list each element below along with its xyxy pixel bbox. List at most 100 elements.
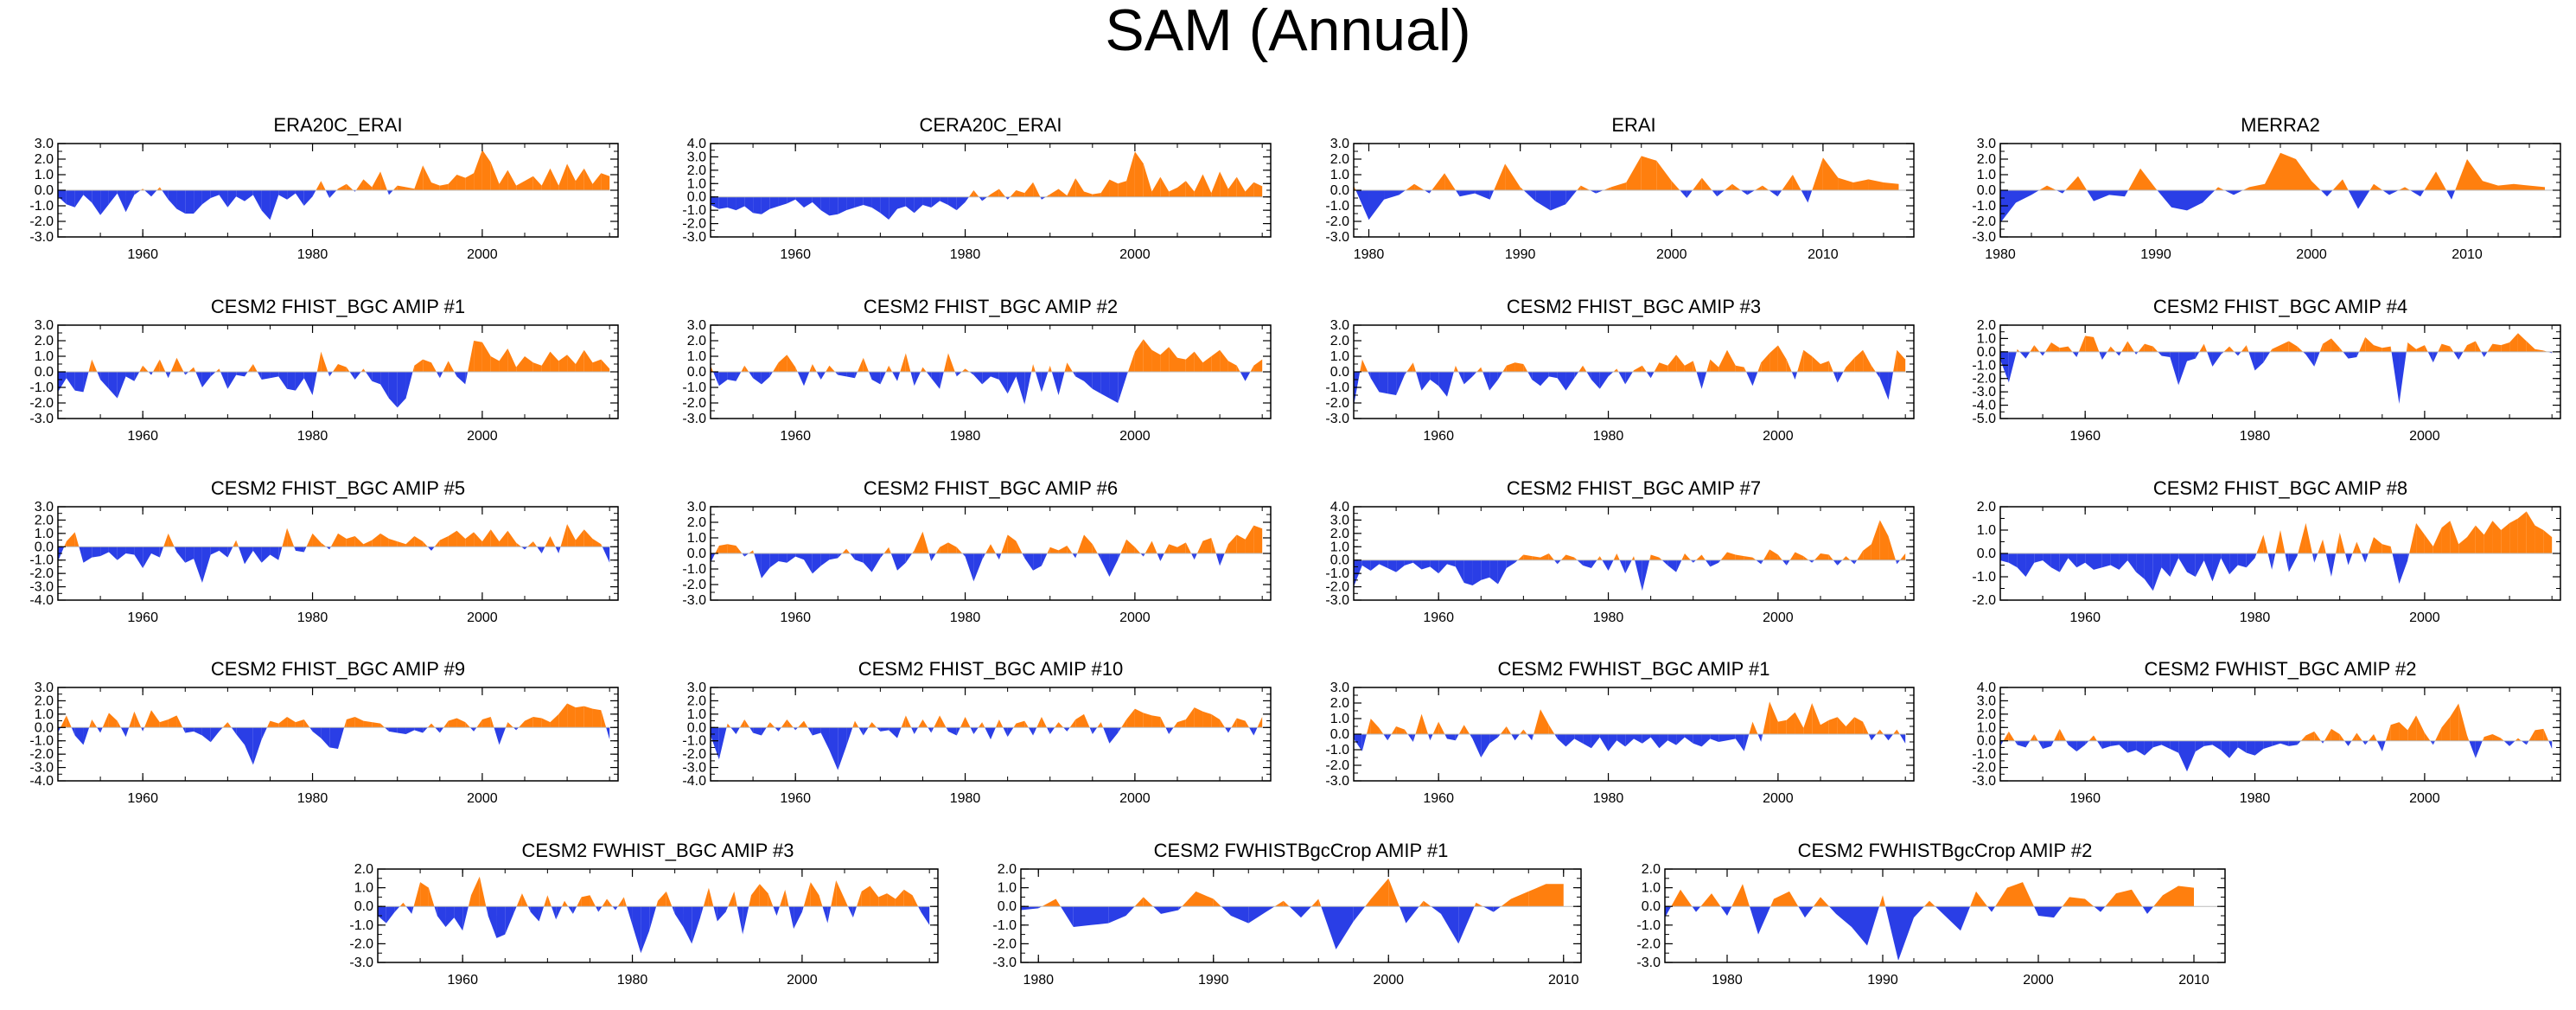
- area-segment: [1202, 174, 1212, 197]
- area-segment: [863, 727, 869, 736]
- area-segment: [1756, 559, 1762, 565]
- area-segment: [1194, 553, 1197, 560]
- area-segment: [488, 906, 497, 938]
- area-segment: [210, 372, 216, 377]
- area-segment: [1761, 559, 1763, 565]
- area-segment: [1836, 906, 1852, 927]
- area-segment: [592, 539, 602, 547]
- area-segment: [397, 372, 406, 408]
- area-segment: [1833, 372, 1838, 383]
- y-tick-label: 0.0: [1977, 734, 1996, 749]
- area-segment: [74, 190, 84, 208]
- area-segment: [278, 190, 288, 200]
- area-segment: [1041, 372, 1049, 393]
- y-tick-label: 0.0: [1977, 345, 1996, 360]
- area-segment: [505, 906, 514, 935]
- area-segment: [2348, 740, 2352, 746]
- x-tick-label: 2010: [1548, 973, 1579, 988]
- area-segment: [781, 719, 787, 728]
- area-segment: [880, 553, 884, 559]
- area-segment: [2305, 731, 2315, 741]
- area-segment: [380, 372, 389, 399]
- area-segment: [736, 372, 742, 381]
- area-segment: [838, 372, 847, 377]
- area-segment: [1429, 190, 1432, 194]
- area-segment: [577, 897, 582, 907]
- area-segment: [2298, 522, 2306, 553]
- area-segment: [965, 716, 971, 728]
- area-segment: [1391, 726, 1397, 734]
- area-segment: [753, 372, 762, 385]
- area-segment: [372, 171, 381, 190]
- area-segment: [1786, 712, 1795, 734]
- y-tick-label: 0.0: [1977, 547, 1996, 561]
- y-tick-label: 1.0: [1330, 349, 1349, 364]
- area-segment: [195, 372, 202, 387]
- area-segment: [1676, 734, 1685, 745]
- area-segment: [2475, 341, 2482, 352]
- area-segment: [1100, 553, 1110, 577]
- area-segment: [1676, 559, 1682, 572]
- area-segment: [261, 372, 271, 380]
- area-segment: [1249, 727, 1254, 736]
- area-segment: [749, 727, 754, 733]
- area-segment: [592, 359, 602, 372]
- area-segment: [1274, 900, 1284, 907]
- area-segment: [1016, 372, 1025, 405]
- y-tick-label: -3.0: [349, 956, 373, 970]
- area-segment: [1007, 196, 1011, 200]
- area-segment: [2043, 351, 2046, 356]
- x-tick-label: 2000: [2296, 247, 2327, 262]
- area-segment: [871, 196, 881, 214]
- area-segment: [1494, 163, 1506, 190]
- area-segment: [1608, 559, 1614, 572]
- area-segment: [1266, 906, 1275, 912]
- area-segment: [2374, 183, 2383, 190]
- area-segment: [1820, 897, 1829, 907]
- area-segment: [914, 372, 921, 387]
- area-segment: [499, 530, 508, 547]
- area-segment: [1696, 372, 1702, 389]
- area-segment: [803, 882, 811, 907]
- area-segment: [1777, 190, 1782, 197]
- area-segment: [1667, 559, 1677, 572]
- area-segment: [889, 196, 897, 220]
- y-tick-label: -1.0: [1325, 380, 1349, 395]
- area-segment: [961, 368, 966, 372]
- y-tick-label: -3.0: [682, 412, 706, 426]
- area-segment: [854, 372, 858, 379]
- area-segment: [1822, 157, 1839, 190]
- area-segment: [431, 182, 440, 190]
- area-segment: [2229, 346, 2235, 352]
- area-segment: [1846, 556, 1851, 560]
- x-tick-label: 2000: [1119, 247, 1151, 262]
- area-segment: [2484, 734, 2493, 741]
- area-segment: [92, 359, 98, 372]
- area-segment: [1058, 546, 1068, 553]
- area-segment: [739, 719, 745, 728]
- area-segment: [787, 196, 796, 204]
- y-tick-label: -3.0: [29, 412, 54, 426]
- area-segment: [2391, 351, 2400, 405]
- area-segment: [1412, 362, 1416, 372]
- y-tick-label: -1.0: [682, 203, 706, 218]
- area-segment: [1366, 719, 1371, 734]
- area-segment: [159, 719, 169, 728]
- area-segment: [1680, 889, 1693, 907]
- area-segment: [812, 553, 821, 574]
- area-segment: [2427, 351, 2433, 363]
- area-segment: [1641, 156, 1657, 190]
- area-segment: [354, 716, 364, 728]
- area-segment: [581, 895, 590, 907]
- area-segment: [2085, 336, 2094, 352]
- area-segment: [2362, 740, 2366, 745]
- area-segment: [940, 196, 948, 205]
- y-tick-label: -2.0: [1972, 372, 1996, 387]
- y-tick-label: 0.0: [35, 183, 54, 198]
- area-segment: [1108, 906, 1126, 924]
- y-tick-label: 2.0: [1330, 696, 1349, 711]
- area-segment: [627, 906, 633, 925]
- area-segment: [2265, 152, 2280, 190]
- area-segment: [1151, 715, 1161, 728]
- area-segment: [159, 547, 164, 558]
